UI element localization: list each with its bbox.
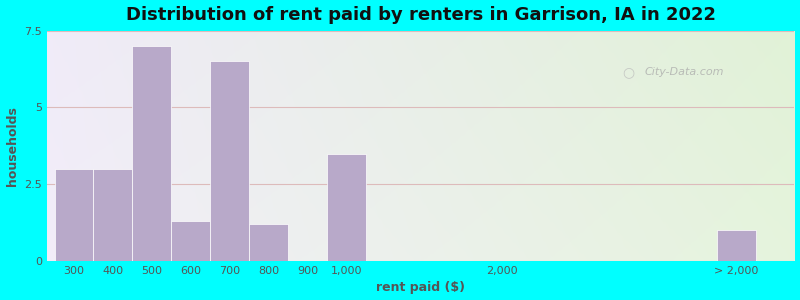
Bar [54,169,94,261]
Bar [717,230,755,261]
Bar [210,61,250,261]
Text: City-Data.com: City-Data.com [645,67,725,77]
Bar [132,46,171,261]
Bar [171,221,210,261]
Bar [94,169,132,261]
Bar [327,154,366,261]
Bar [250,224,288,261]
Text: ○: ○ [622,65,634,79]
X-axis label: rent paid ($): rent paid ($) [376,281,465,294]
Title: Distribution of rent paid by renters in Garrison, IA in 2022: Distribution of rent paid by renters in … [126,6,715,24]
Y-axis label: households: households [6,106,18,186]
